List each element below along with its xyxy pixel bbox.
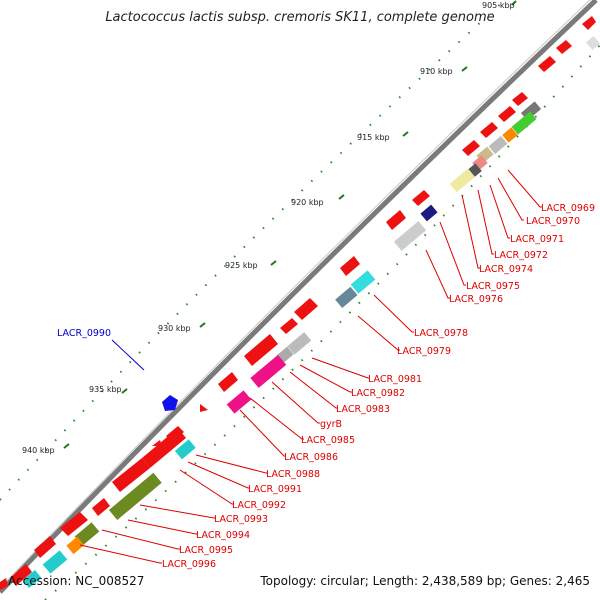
tick-label: 940 kbp (22, 446, 55, 455)
gene-label[interactable]: LACR_0992 (232, 500, 286, 511)
gene-arrow[interactable] (280, 318, 298, 334)
gene-label[interactable]: LACR_0972 (494, 250, 548, 261)
map-title: Lactococcus lactis subsp. cremoris SK11,… (105, 10, 495, 25)
tick-mark (199, 322, 206, 328)
gene-arrow[interactable] (538, 56, 556, 72)
gene-box[interactable] (42, 550, 68, 574)
gene-features[interactable] (0, 16, 600, 590)
gene-box[interactable] (511, 111, 537, 135)
gene-box[interactable] (350, 270, 376, 294)
gene-label[interactable]: LACR_0979 (397, 346, 451, 357)
gene-arrow[interactable] (498, 106, 516, 122)
gene-box[interactable] (502, 127, 518, 143)
gene-arrow[interactable] (480, 122, 498, 138)
tick-marks (63, 0, 517, 449)
gene-arrow[interactable] (340, 256, 360, 276)
tick-mark (63, 443, 70, 449)
tick-labels: 905 kbp 910 kbp 915 kbp 920 kbp 925 kbp … (22, 1, 515, 455)
tick-mark (338, 194, 345, 200)
gene-label[interactable]: LACR_0974 (479, 264, 533, 275)
gene-arrow[interactable] (556, 40, 572, 54)
gene-label[interactable]: LACR_0975 (466, 281, 520, 292)
gene-label[interactable]: LACR_0982 (351, 388, 405, 399)
gene-label[interactable]: LACR_0976 (449, 294, 503, 305)
gene-arrow[interactable] (0, 578, 8, 590)
gene-label[interactable]: LACR_0985 (301, 435, 355, 446)
highlight-gene-label[interactable]: LACR_0990 (57, 328, 111, 339)
gene-label[interactable]: LACR_0978 (414, 328, 468, 339)
tick-label: 935 kbp (89, 385, 122, 394)
gene-box[interactable] (393, 221, 427, 251)
gene-arrow[interactable] (512, 92, 528, 106)
gene-label[interactable]: LACR_0983 (336, 404, 390, 415)
gene-label[interactable]: LACR_0995 (179, 545, 233, 556)
highlight-gene[interactable] (162, 395, 178, 411)
tick-mark (461, 66, 468, 72)
gene-arrow[interactable] (142, 428, 186, 468)
gene-arrow[interactable] (60, 512, 88, 536)
gene-label[interactable]: LACR_0993 (214, 514, 268, 525)
gene-box[interactable] (226, 390, 252, 414)
gene-box[interactable] (420, 204, 438, 222)
gene-arrow[interactable] (218, 372, 238, 392)
leader-lines (79, 169, 542, 564)
gene-arrow[interactable] (244, 334, 278, 366)
gene-label[interactable]: LACR_0981 (368, 374, 422, 385)
gene-arrow[interactable] (582, 16, 596, 30)
gene-box[interactable] (174, 439, 196, 460)
gene-arrow[interactable] (34, 536, 56, 558)
genome-backbone-highlight (0, 0, 591, 589)
gene-arrow[interactable] (92, 498, 110, 516)
gene-label[interactable]: LACR_0986 (284, 452, 338, 463)
gene-label[interactable]: gyrB (320, 419, 342, 430)
gene-label[interactable]: LACR_0969 (541, 203, 595, 214)
gene-label[interactable]: LACR_0991 (248, 484, 302, 495)
tick-mark (121, 388, 128, 394)
tick-mark (511, 0, 517, 6)
accession-text: Accession: NC_008527 (8, 574, 145, 588)
gene-arrow[interactable] (386, 210, 406, 230)
gene-box[interactable] (74, 522, 100, 546)
highlight-leader-line (111, 339, 145, 371)
tick-label: 925 kbp (225, 261, 258, 270)
gene-box[interactable] (449, 168, 476, 193)
gene-box[interactable] (585, 35, 600, 51)
gene-box[interactable] (335, 286, 358, 309)
gene-label[interactable]: LACR_0988 (266, 469, 320, 480)
tick-label: 930 kbp (158, 324, 191, 333)
tick-label: 915 kbp (357, 133, 390, 142)
gene-box[interactable] (66, 536, 85, 555)
gene-arrow[interactable] (10, 564, 32, 586)
tick-label: 910 kbp (420, 67, 453, 76)
gene-box[interactable] (22, 570, 42, 588)
gene-arrow[interactable] (294, 298, 318, 320)
gene-arrow[interactable] (412, 190, 430, 206)
tick-mark (402, 131, 409, 137)
gene-label[interactable]: LACR_0996 (162, 559, 216, 570)
tick-mark (270, 260, 277, 266)
gene-label[interactable]: LACR_0994 (196, 530, 250, 541)
gene-label[interactable]: LACR_0970 (526, 216, 580, 227)
tick-label: 920 kbp (291, 198, 324, 207)
gene-box[interactable] (488, 136, 508, 154)
gene-label[interactable]: LACR_0971 (510, 234, 564, 245)
tick-label: 905 kbp (482, 1, 515, 10)
gene-box[interactable] (108, 472, 162, 521)
gene-box[interactable] (287, 332, 312, 355)
gene-box[interactable] (250, 354, 287, 388)
gene-label-group: LACR_0969 LACR_0970 LACR_0971 LACR_0972 … (57, 203, 595, 570)
topology-text: Topology: circular; Length: 2,438,589 bp… (260, 574, 590, 588)
gene-arrow[interactable] (200, 404, 208, 412)
gene-arrow[interactable] (462, 140, 480, 156)
gene-arrow[interactable] (112, 458, 150, 492)
